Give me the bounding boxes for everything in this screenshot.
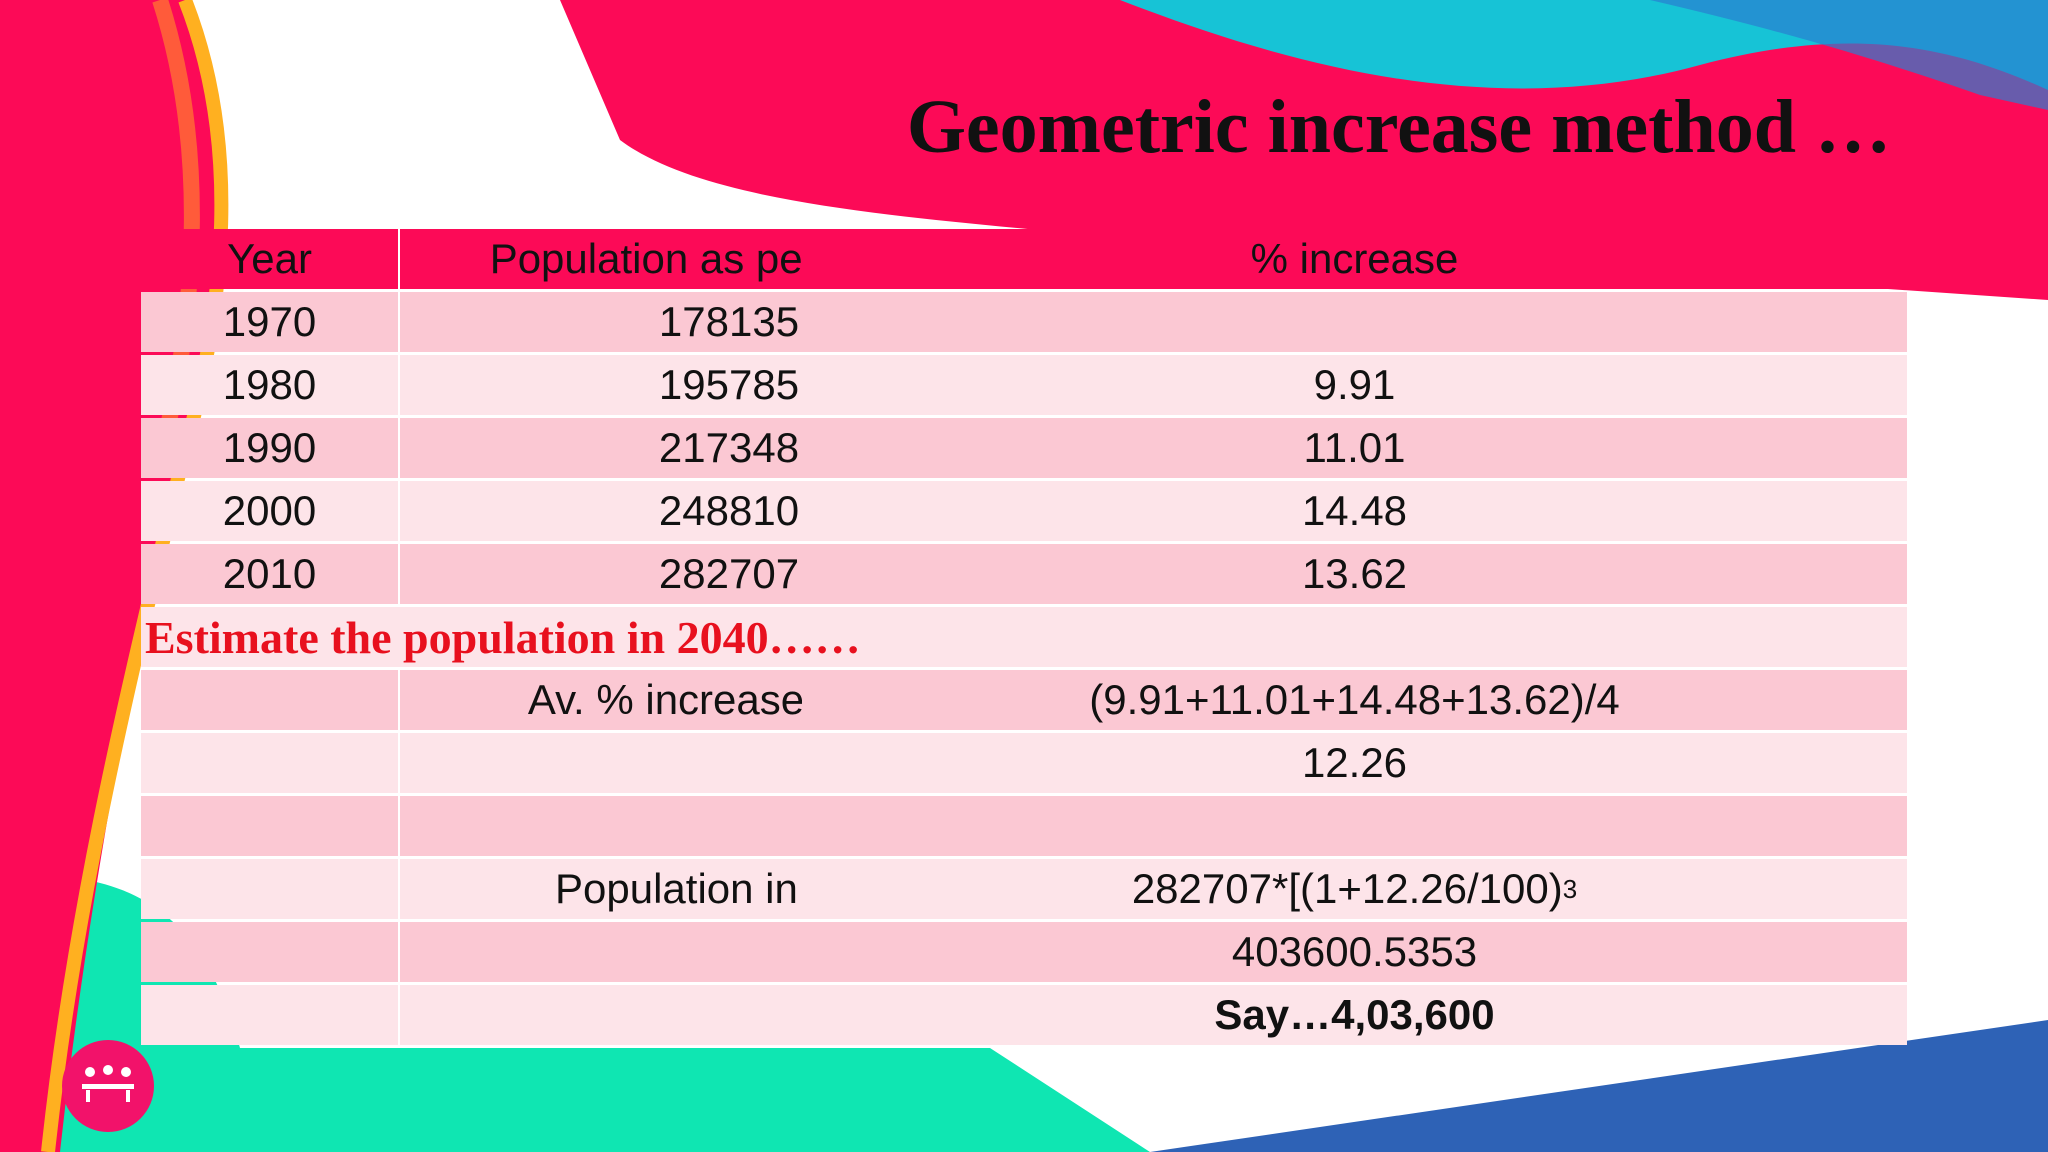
header-cell: % increase (802, 229, 1907, 289)
superscript: 3 (1562, 873, 1578, 904)
bottom-teal-shape (0, 874, 1150, 1152)
cell-text: 217348 (658, 424, 800, 471)
header-cell: Year (141, 229, 398, 289)
table-cell (141, 796, 398, 856)
table-cell: 282707*[(1+12.26/100) 3 (802, 859, 1907, 919)
table-cell (802, 292, 1907, 352)
note: Estimate the population in 2040…… (141, 607, 1907, 667)
cell-text: 1970 (222, 298, 317, 345)
table-cell (141, 985, 398, 1045)
cell-text: 11.01 (1303, 424, 1406, 471)
icon (62, 1040, 154, 1132)
cell-text: 178135 (658, 298, 800, 345)
table-cell (141, 859, 398, 919)
cell-text: 12.26 (1301, 739, 1408, 786)
bottom-blue-shape (1150, 1020, 2048, 1152)
title: Geometric increase method … (906, 85, 1891, 169)
table-cell: 1990 (141, 418, 398, 478)
table-cell: 13.62 (802, 544, 1907, 604)
table-cell: 403600.5353 (802, 922, 1907, 982)
cell-text: 282707*[(1+12.26/100) (1131, 865, 1563, 912)
cell-text: 1980 (222, 361, 317, 408)
table-cell: 14.48 (802, 481, 1907, 541)
table-cell: 12.26 (802, 733, 1907, 793)
top-pink-shape (560, 0, 2048, 300)
table-cell (141, 922, 398, 982)
table-cell: 11.01 (802, 418, 1907, 478)
table-cell: (9.91+11.01+14.48+13.62)/4 (802, 670, 1907, 730)
table-cell: 2000 (141, 481, 398, 541)
table-cell: 9.91 (802, 355, 1907, 415)
cell-text: 1990 (222, 424, 317, 471)
table-cell: 1980 (141, 355, 398, 415)
cell-text: Say…4,03,600 (1214, 991, 1495, 1038)
cell-text: 2010 (222, 550, 317, 597)
table-cell (141, 670, 398, 730)
table-cell: 2010 (141, 544, 398, 604)
cell-text: 403600.5353 (1231, 928, 1478, 975)
top-blue-wave (1650, 0, 2048, 110)
cell-text: (9.91+11.01+14.48+13.62)/4 (1089, 676, 1620, 723)
cell-text: % increase (1250, 235, 1459, 282)
table-cell (802, 796, 1907, 856)
cell-text: 9.91 (1313, 361, 1396, 408)
table-cell (141, 733, 398, 793)
table-cell: Say…4,03,600 (802, 985, 1907, 1045)
cell-text: Year (227, 235, 312, 282)
cell-text: 14.48 (1301, 487, 1408, 534)
table-cell: 1970 (141, 292, 398, 352)
cell-text: 13.62 (1301, 550, 1408, 597)
cell-text: 195785 (658, 361, 800, 408)
cell-text: 2000 (222, 487, 317, 534)
cell-text: Estimate the population in 2040…… (145, 611, 861, 663)
cell-text: 248810 (658, 487, 800, 534)
cell-text: 282707 (658, 550, 800, 597)
